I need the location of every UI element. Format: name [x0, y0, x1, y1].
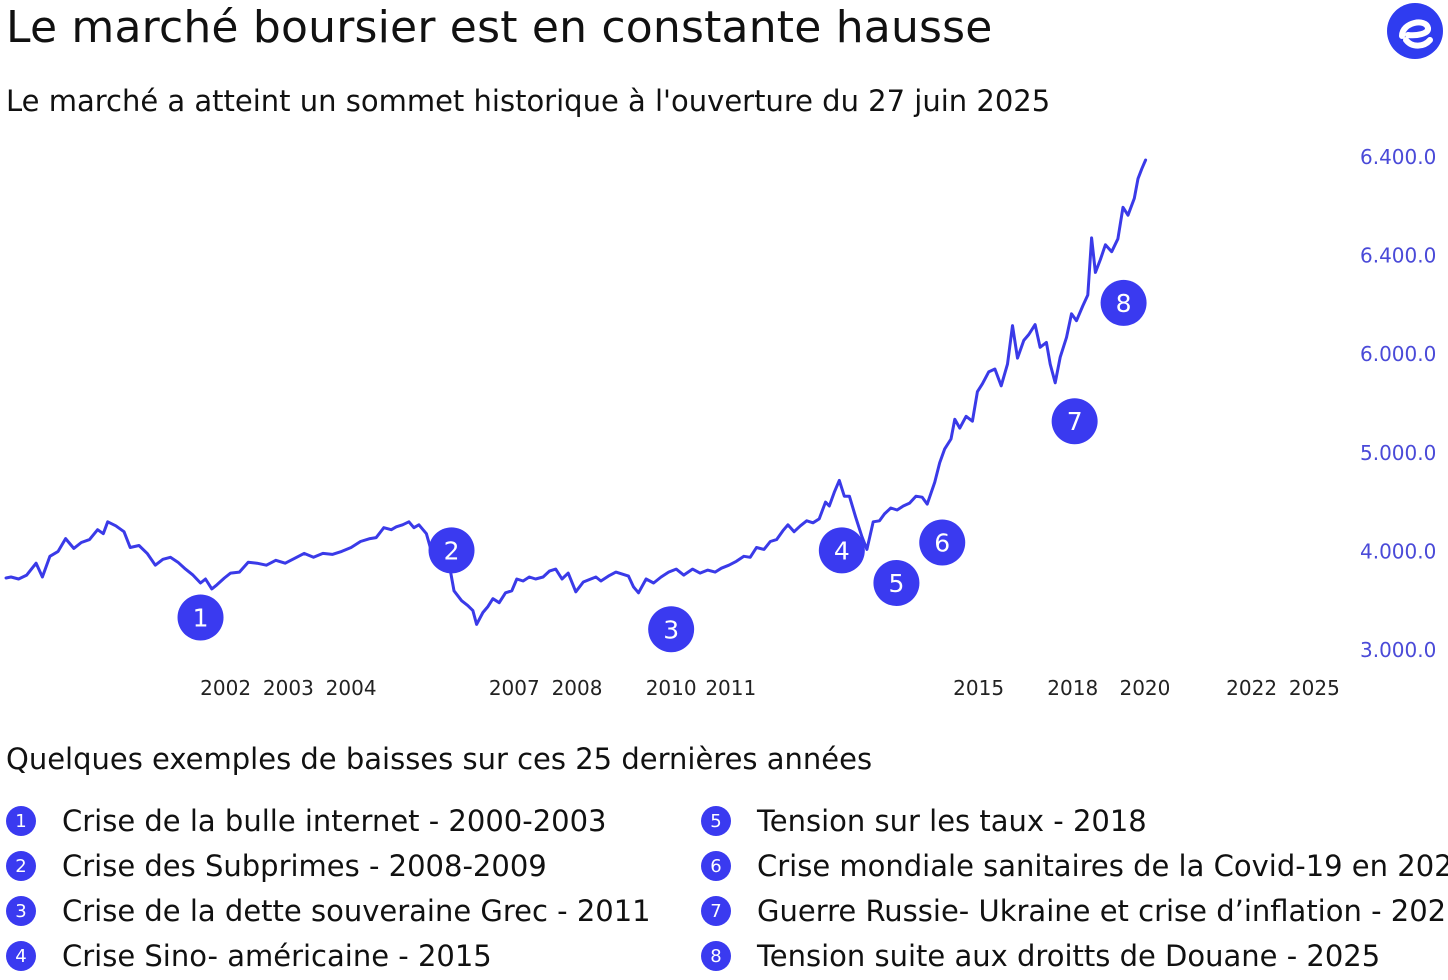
x-tick-label: 2007	[489, 676, 540, 700]
crisis-marker: 8	[1100, 279, 1147, 326]
x-tick-label: 2022	[1226, 676, 1277, 700]
legend-badge: 2	[6, 851, 36, 881]
marker-circle	[1051, 398, 1098, 445]
x-tick-label: 2025	[1289, 676, 1340, 700]
line-chart: 3.000.0 4.000.0 5.000.0 6.000.0 6.400.0 6.400…	[4, 145, 1436, 700]
marker-circle	[873, 559, 920, 606]
x-tick-label: 2003	[263, 676, 314, 700]
crisis-marker: 6	[919, 519, 966, 566]
crisis-marker: 2	[428, 527, 475, 574]
legend-badge: 4	[6, 941, 36, 971]
y-tick-label: 6.000.0	[1360, 342, 1436, 366]
legend-text: Guerre Russie- Ukraine et crise d’inflat…	[757, 894, 1448, 928]
marker-circle	[177, 594, 224, 641]
chart-subtitle: Le marché a atteint un sommet historique…	[6, 84, 1051, 118]
legend-badge: 1	[6, 806, 36, 836]
y-tick-label: 6.400.0	[1360, 145, 1436, 169]
legend-item: 1 Crise de la bulle internet - 2000-2003	[6, 801, 607, 841]
legend-text: Crise de la dette souveraine Grec - 2011	[62, 894, 651, 928]
legend-text: Crise de la bulle internet - 2000-2003	[62, 804, 607, 838]
legend-title: Quelques exemples de baisses sur ces 25 …	[6, 742, 873, 776]
y-tick-label: 3.000.0	[1360, 638, 1436, 662]
legend-text: Tension sur les taux - 2018	[757, 804, 1147, 838]
legend-badge: 6	[701, 851, 731, 881]
marker-label: 5	[888, 569, 904, 598]
legend-item: 7 Guerre Russie- Ukraine et crise d’infl…	[701, 891, 1448, 931]
marker-label: 8	[1116, 289, 1132, 318]
y-tick-label: 6.400.0	[1360, 244, 1436, 268]
legend-text: Crise mondiale sanitaires de la Covid-19…	[757, 849, 1448, 883]
legend-text: Crise Sino- américaine - 2015	[62, 939, 492, 973]
x-tick-label: 2011	[705, 676, 756, 700]
y-tick-label: 5.000.0	[1360, 441, 1436, 465]
marker-label: 1	[193, 603, 209, 632]
x-tick-label: 2020	[1119, 676, 1170, 700]
legend-item: 2 Crise des Subprimes - 2008-2009	[6, 846, 547, 886]
e-logo-icon	[1387, 3, 1443, 59]
marker-circle	[1100, 279, 1147, 326]
crisis-marker: 5	[873, 559, 920, 606]
marker-circle	[919, 519, 966, 566]
x-tick-label: 2015	[953, 676, 1004, 700]
legend-text: Crise des Subprimes - 2008-2009	[62, 849, 547, 883]
marker-label: 6	[934, 529, 950, 558]
marker-label: 4	[834, 536, 850, 565]
x-tick-label: 2018	[1047, 676, 1098, 700]
y-axis-ticks: 3.000.0 4.000.0 5.000.0 6.000.0 6.400.0 6.400…	[1360, 145, 1436, 662]
legend-item: 3 Crise de la dette souveraine Grec - 20…	[6, 891, 651, 931]
x-axis-ticks: 2002 2003 2004 2007 2008 2010 2011 2015 2018 2020…	[200, 676, 1340, 700]
crisis-marker: 1	[177, 594, 224, 641]
y-tick-label: 4.000.0	[1360, 539, 1436, 563]
crisis-marker: 4	[818, 527, 865, 574]
legend-item: 8 Tension suite aux droitts de Douane - …	[701, 936, 1380, 976]
x-tick-label: 2002	[200, 676, 251, 700]
marker-circle	[648, 606, 695, 653]
index-series-line	[4, 158, 1148, 626]
marker-circle	[428, 527, 475, 574]
legend-text: Tension suite aux droitts de Douane - 20…	[757, 939, 1381, 973]
legend-badge: 8	[701, 941, 731, 971]
legend-item: 6 Crise mondiale sanitaires de la Covid-…	[701, 846, 1448, 886]
marker-label: 3	[663, 615, 679, 644]
chart-area: 3.000.0 4.000.0 5.000.0 6.000.0 6.400.0 6.400…	[0, 130, 1448, 720]
legend-badge: 7	[701, 896, 731, 926]
marker-label: 7	[1067, 407, 1083, 436]
chart-title: Le marché boursier est en constante haus…	[6, 2, 993, 53]
marker-circle	[818, 527, 865, 574]
legend-badge: 5	[701, 806, 731, 836]
crisis-marker: 7	[1051, 398, 1098, 445]
legend-item: 4 Crise Sino- américaine - 2015	[6, 936, 492, 976]
crisis-markers: 1 2 3 4 5 6 7 8	[177, 279, 1147, 653]
x-tick-label: 2008	[552, 676, 603, 700]
x-tick-label: 2004	[326, 676, 377, 700]
legend-item: 5 Tension sur les taux - 2018	[701, 801, 1147, 841]
x-tick-label: 2010	[646, 676, 697, 700]
legend-badge: 3	[6, 896, 36, 926]
crisis-marker: 3	[648, 606, 695, 653]
marker-label: 2	[444, 536, 460, 565]
